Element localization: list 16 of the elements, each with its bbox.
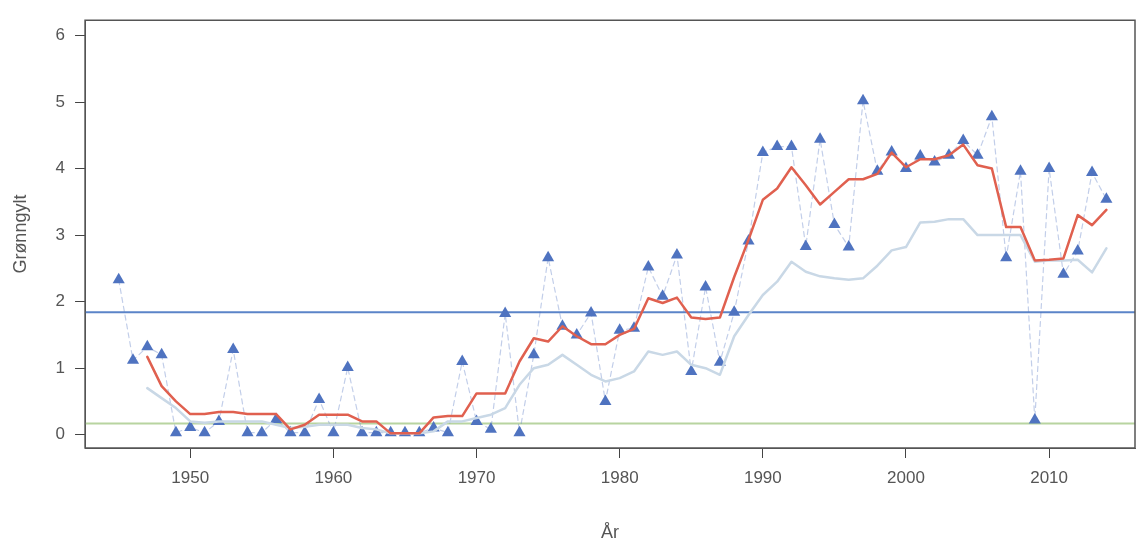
x-tick-label: 2000 <box>887 467 925 487</box>
y-tick-label: 0 <box>55 424 66 444</box>
x-tick-label: 1960 <box>314 467 353 487</box>
x-tick-label: 1990 <box>743 467 782 487</box>
y-tick-label: 1 <box>55 357 66 377</box>
y-tick-label: 4 <box>55 158 66 178</box>
y-tick-label: 6 <box>55 25 66 45</box>
y-tick-label: 2 <box>55 291 66 311</box>
y-tick-label: 5 <box>55 91 66 111</box>
x-tick-label: 1970 <box>457 467 496 487</box>
y-tick-label: 3 <box>55 224 66 244</box>
x-axis-title: År <box>601 522 620 543</box>
x-tick-label: 1980 <box>600 467 639 487</box>
y-axis-title: Grønngylt <box>9 194 30 274</box>
x-tick-label: 1950 <box>171 467 210 487</box>
x-tick-label: 2010 <box>1030 467 1069 487</box>
